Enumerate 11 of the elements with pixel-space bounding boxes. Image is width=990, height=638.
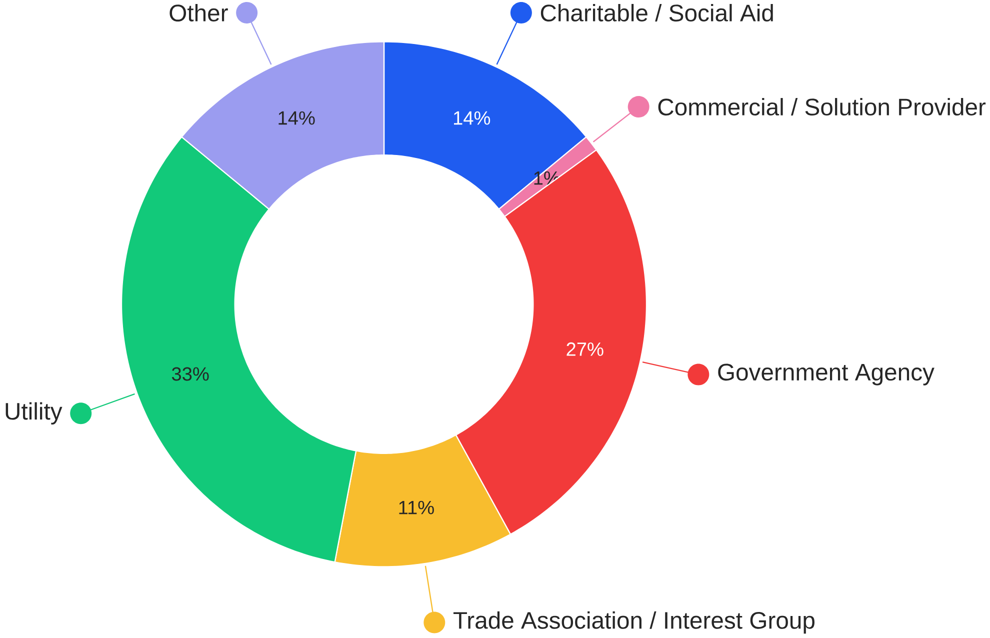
data-label: 33%	[172, 367, 209, 381]
slice-label: Utility	[6, 402, 62, 425]
legend-label: Government Agency	[718, 364, 934, 386]
slice-label: Other	[170, 4, 228, 22]
data-label: 14%	[454, 112, 490, 125]
data-label: 11%	[399, 501, 434, 514]
legend-label: Charitable / Social Aid	[540, 4, 773, 22]
data-label: 27%	[566, 342, 604, 356]
legend-label: Commercial / Solution Provider	[658, 98, 986, 116]
legend-label: Trade Association / Interest Group	[453, 612, 814, 634]
data-label: 14%	[278, 112, 315, 125]
